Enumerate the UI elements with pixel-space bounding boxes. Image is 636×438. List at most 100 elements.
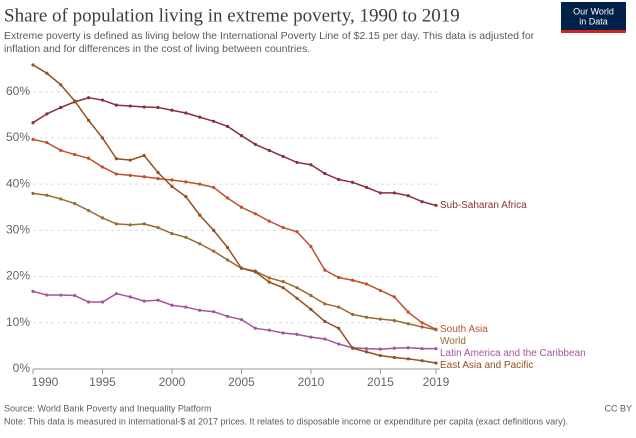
- point: [156, 105, 160, 110]
- point: [281, 154, 285, 159]
- point: [434, 361, 438, 365]
- point: [142, 153, 146, 158]
- y-tick-label: 0%: [13, 361, 31, 375]
- x-tick-label: 1990: [32, 375, 59, 389]
- point: [73, 99, 77, 103]
- legend-label: Latin America and the Caribbean: [440, 348, 586, 359]
- point: [170, 184, 174, 189]
- point: [198, 242, 202, 246]
- point: [198, 115, 202, 119]
- point: [225, 245, 230, 250]
- point: [295, 230, 299, 234]
- chart-title: Share of population living in extreme po…: [4, 5, 460, 26]
- point: [420, 321, 424, 325]
- series-line: [32, 96, 437, 207]
- point: [281, 225, 285, 230]
- point: [212, 228, 216, 232]
- point: [309, 335, 313, 339]
- point: [337, 326, 341, 330]
- point: [253, 142, 257, 147]
- point: [225, 314, 230, 318]
- point: [86, 156, 91, 160]
- point: [420, 200, 424, 204]
- point: [239, 317, 244, 322]
- point: [295, 332, 299, 336]
- point: [114, 292, 118, 296]
- point: [31, 121, 35, 125]
- point: [198, 182, 202, 186]
- point: [309, 163, 313, 167]
- point: [114, 222, 118, 226]
- x-tick-label: 2015: [367, 375, 394, 389]
- point: [295, 286, 299, 290]
- point: [184, 305, 188, 309]
- point: [406, 346, 410, 350]
- point: [323, 268, 327, 272]
- point: [31, 137, 35, 141]
- point: [420, 359, 424, 363]
- point: [434, 203, 438, 208]
- point: [114, 172, 118, 176]
- point: [156, 225, 160, 230]
- point: [73, 293, 77, 298]
- point: [212, 185, 216, 189]
- point: [253, 212, 257, 216]
- point: [295, 160, 299, 165]
- point: [351, 278, 355, 282]
- point: [420, 325, 424, 329]
- subtitle: Extreme poverty is defined as living bel…: [4, 30, 535, 42]
- point: [323, 302, 327, 306]
- series-line: [32, 64, 437, 364]
- point: [156, 170, 160, 175]
- point: [378, 191, 383, 195]
- point: [142, 299, 146, 303]
- point: [267, 148, 271, 153]
- point: [378, 347, 383, 351]
- point: [86, 118, 91, 122]
- license: CC BY: [604, 403, 632, 413]
- point: [128, 173, 132, 177]
- point: [128, 295, 132, 299]
- point: [100, 98, 105, 102]
- point: [59, 148, 63, 153]
- point: [170, 178, 174, 182]
- point: [420, 347, 424, 351]
- logo-text: Our World: [573, 6, 614, 16]
- x-tick-label: 2019: [423, 375, 450, 389]
- point: [45, 293, 49, 297]
- point: [128, 158, 132, 162]
- point: [114, 103, 118, 107]
- point: [86, 208, 91, 213]
- point: [309, 307, 313, 311]
- point: [364, 347, 369, 351]
- x-tick-label: 1995: [89, 375, 116, 389]
- point: [45, 140, 49, 145]
- point: [295, 296, 299, 300]
- point: [198, 213, 202, 217]
- point: [309, 244, 313, 249]
- point: [364, 350, 369, 354]
- legend-label: South Asia: [440, 324, 488, 335]
- point: [170, 231, 174, 236]
- point: [406, 357, 410, 361]
- logo-bar: [561, 30, 626, 33]
- point: [128, 223, 132, 227]
- point: [323, 319, 327, 324]
- point: [351, 180, 355, 184]
- point: [267, 276, 271, 280]
- point: [225, 258, 230, 262]
- point: [128, 104, 132, 108]
- point: [239, 205, 244, 209]
- point: [212, 119, 216, 123]
- point: [59, 197, 63, 201]
- point: [378, 288, 383, 293]
- point: [434, 347, 438, 351]
- subtitle: inflation and for differences in the cos…: [4, 43, 310, 55]
- point: [59, 105, 63, 110]
- point: [45, 71, 49, 75]
- x-tick-label: 2000: [159, 375, 186, 389]
- point: [309, 293, 313, 298]
- point: [337, 177, 341, 182]
- point: [253, 326, 257, 330]
